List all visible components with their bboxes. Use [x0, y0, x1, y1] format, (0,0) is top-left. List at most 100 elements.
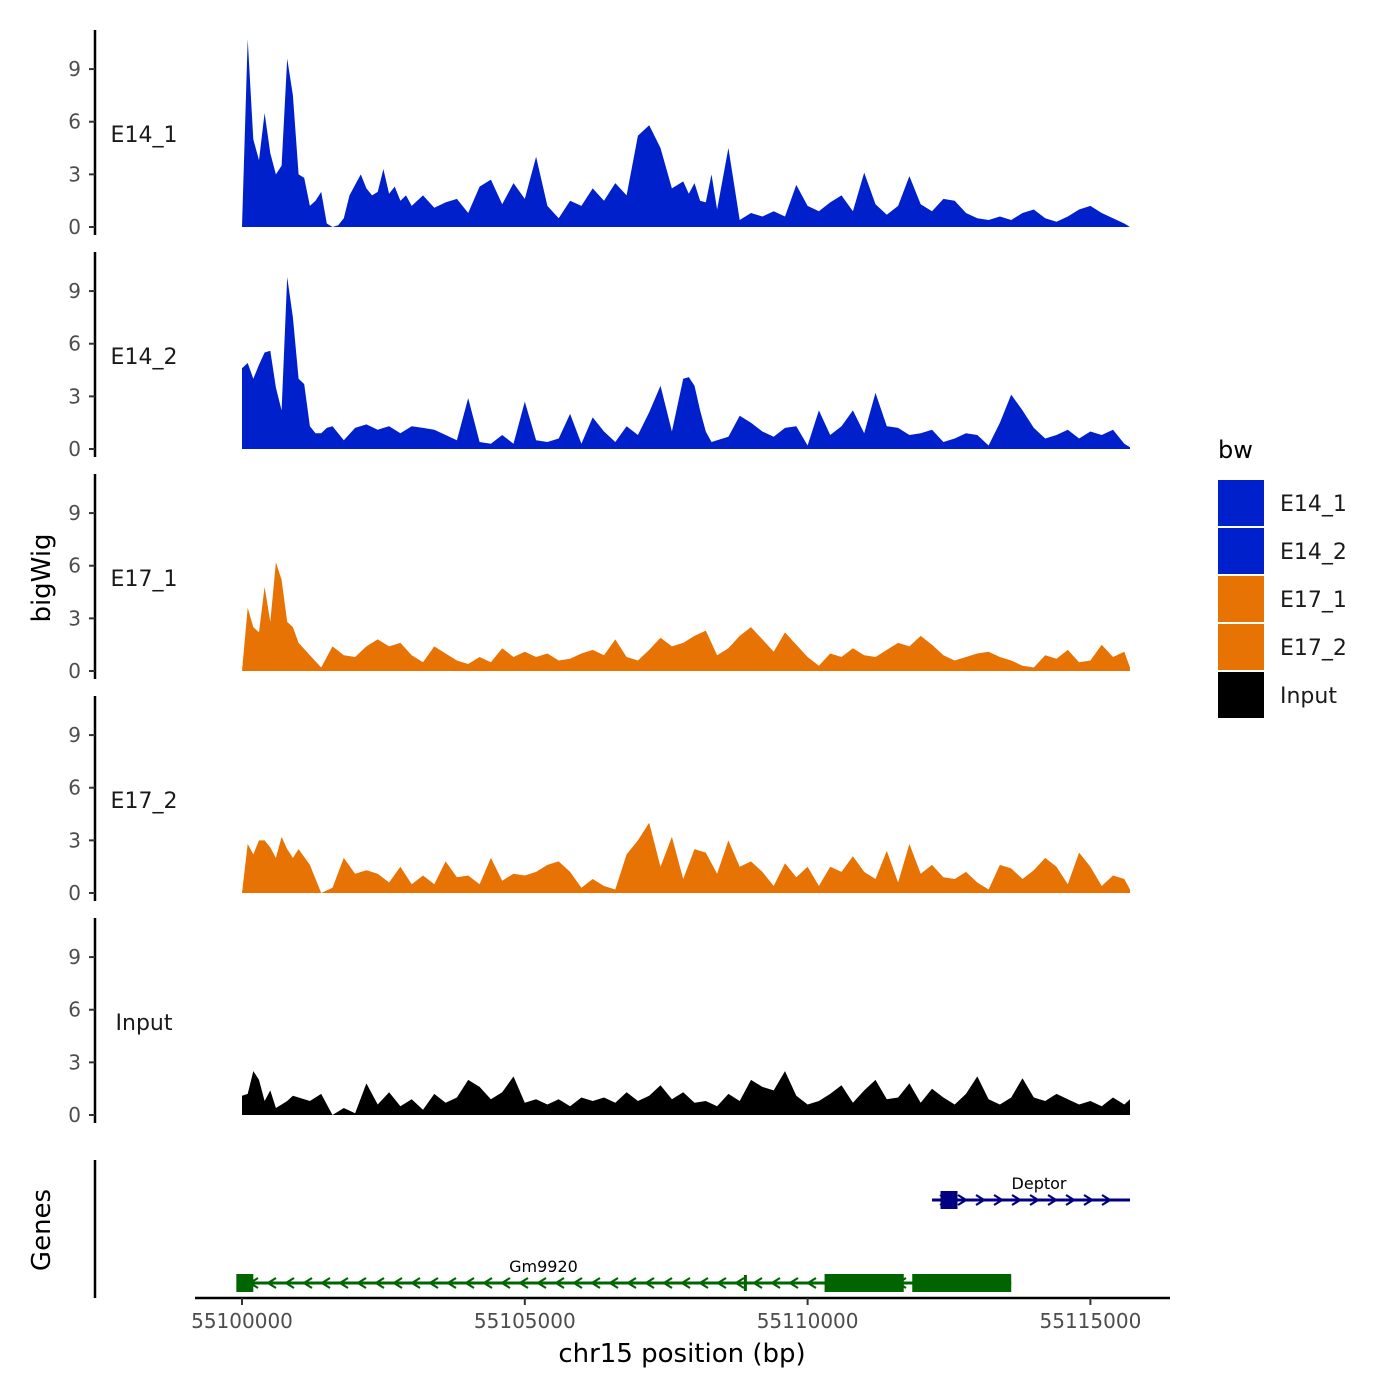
track-panel-e17-2: 0 3 6 9 E17_2 — [68, 696, 1130, 905]
coverage-area — [242, 1071, 1130, 1115]
strand-arrow — [319, 1277, 331, 1289]
strand-arrow — [427, 1277, 439, 1289]
gene-label: Deptor — [1012, 1174, 1067, 1193]
legend-swatch — [1218, 576, 1264, 622]
legend-label: E14_2 — [1280, 540, 1347, 565]
genes-axis-title: Genes — [27, 1189, 57, 1271]
y-tick-label: 6 — [68, 776, 81, 800]
y-tick-label: 0 — [68, 437, 81, 461]
track-label: E17_2 — [111, 789, 178, 814]
y-tick-label: 9 — [68, 945, 81, 969]
exon — [912, 1274, 1012, 1292]
strand-arrow — [661, 1277, 673, 1289]
strand-arrow — [499, 1277, 511, 1289]
strand-arrow — [957, 1194, 969, 1206]
y-tick-label: 6 — [68, 998, 81, 1022]
strand-arrow — [1029, 1194, 1041, 1206]
strand-arrow — [463, 1277, 475, 1289]
strand-arrow — [715, 1277, 727, 1289]
coverage-area — [242, 277, 1130, 449]
strand-arrow — [337, 1277, 349, 1289]
y-tick-label: 3 — [68, 606, 81, 630]
strand-arrow — [517, 1277, 529, 1289]
x-axis-title: chr15 position (bp) — [558, 1339, 805, 1369]
gene-label: Gm9920 — [509, 1257, 578, 1276]
strand-arrow — [1101, 1194, 1113, 1206]
track-label: E14_1 — [111, 123, 178, 148]
gene-deptor: Deptor — [932, 1174, 1130, 1209]
strand-arrow — [409, 1277, 421, 1289]
y-tick-label: 6 — [68, 332, 81, 356]
strand-arrow — [607, 1277, 619, 1289]
y-tick-label: 9 — [68, 57, 81, 81]
strand-arrow — [391, 1277, 403, 1289]
x-tick-label: 55100000 — [191, 1309, 293, 1333]
strand-arrow — [553, 1277, 565, 1289]
strand-arrow — [283, 1277, 295, 1289]
strand-arrow — [679, 1277, 691, 1289]
coverage-area — [242, 562, 1130, 671]
strand-arrow — [589, 1277, 601, 1289]
strand-arrow — [535, 1277, 547, 1289]
strand-arrow — [769, 1277, 781, 1289]
x-tick-label: 55115000 — [1040, 1309, 1142, 1333]
y-tick-label: 0 — [68, 215, 81, 239]
y-tick-label: 3 — [68, 384, 81, 408]
strand-arrow — [265, 1277, 277, 1289]
y-tick-label: 6 — [68, 110, 81, 134]
legend-label: Input — [1280, 684, 1337, 709]
strand-arrow — [625, 1277, 637, 1289]
y-tick-label: 3 — [68, 828, 81, 852]
strand-arrow — [751, 1277, 763, 1289]
legend-swatch — [1218, 624, 1264, 670]
strand-arrow — [481, 1277, 493, 1289]
strand-arrow — [805, 1277, 817, 1289]
strand-arrow — [1065, 1194, 1077, 1206]
strand-arrow — [733, 1277, 745, 1289]
legend-swatch — [1218, 672, 1264, 718]
y-tick-label: 0 — [68, 881, 81, 905]
coverage-area — [242, 39, 1130, 227]
y-tick-label: 3 — [68, 162, 81, 186]
strand-arrow — [643, 1277, 655, 1289]
x-tick-label: 55110000 — [757, 1309, 859, 1333]
y-tick-label: 9 — [68, 501, 81, 525]
strand-arrow — [1011, 1194, 1023, 1206]
strand-arrow — [1047, 1194, 1059, 1206]
gene-gm9920: Gm9920 — [236, 1257, 1012, 1292]
track-panel-e14-1: 0 3 6 9 E14_1 — [68, 30, 1130, 239]
track-panel-e14-2: 0 3 6 9 E14_2 — [68, 252, 1130, 461]
track-panel-e17-1: 0 3 6 9 E17_1 — [68, 474, 1130, 683]
strand-arrow — [787, 1277, 799, 1289]
y-tick-label: 6 — [68, 554, 81, 578]
exon — [236, 1274, 254, 1292]
legend-title: bw — [1218, 436, 1253, 464]
strand-arrow — [445, 1277, 457, 1289]
legend-label: E14_1 — [1280, 492, 1347, 517]
strand-arrow — [301, 1277, 313, 1289]
coverage-area — [242, 822, 1130, 893]
exon — [824, 1274, 904, 1292]
strand-arrow — [975, 1194, 987, 1206]
track-label: E14_2 — [111, 345, 178, 370]
y-tick-label: 3 — [68, 1050, 81, 1074]
y-tick-label: 0 — [68, 1103, 81, 1127]
genes-track: Gm9920 Deptor — [93, 1160, 1130, 1298]
legend-label: E17_1 — [1280, 588, 1347, 613]
track-panels: 0 3 6 9 E14_1 0 3 6 9 E14_2 0 3 6 9 E17_1 0 3 6 9 E17_2 0 3 6 9… — [68, 30, 1130, 1127]
strand-arrow — [697, 1277, 709, 1289]
legend-swatch — [1218, 480, 1264, 526]
track-panel-input: 0 3 6 9 Input — [68, 918, 1130, 1127]
y-tick-label: 0 — [68, 659, 81, 683]
exon — [940, 1191, 958, 1209]
track-label: Input — [116, 1011, 173, 1036]
y-tick-label: 9 — [68, 279, 81, 303]
strand-arrow — [993, 1194, 1005, 1206]
x-tick-label: 55105000 — [474, 1309, 576, 1333]
strand-arrow — [355, 1277, 367, 1289]
y-tick-label: 9 — [68, 723, 81, 747]
strand-arrow — [571, 1277, 583, 1289]
legend-swatch — [1218, 528, 1264, 574]
y-axis-title: bigWig — [27, 533, 57, 622]
